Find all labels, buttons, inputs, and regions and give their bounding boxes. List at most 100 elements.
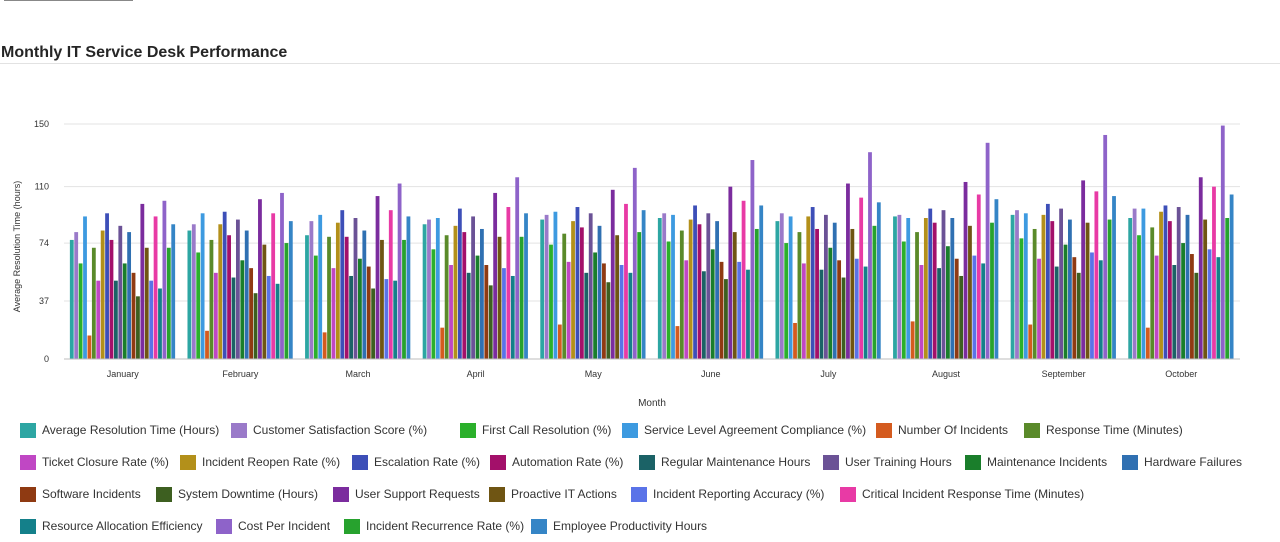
legend-label: Customer Satisfaction Score (%) <box>253 423 428 437</box>
legend-item[interactable]: Critical Incident Response Time (Minutes… <box>840 484 1084 504</box>
legend-label: Employee Productivity Hours <box>553 519 708 533</box>
bar <box>746 269 750 359</box>
bar <box>1176 207 1181 359</box>
bar <box>149 280 154 359</box>
x-tick-label: October <box>1165 369 1197 379</box>
bar <box>715 221 720 359</box>
bar <box>380 239 384 359</box>
bar <box>227 235 231 359</box>
bar <box>388 210 393 359</box>
bar <box>972 255 977 359</box>
bar <box>1037 258 1041 359</box>
legend-item[interactable]: Customer Satisfaction Score (%) <box>231 420 427 440</box>
bar <box>666 241 671 359</box>
bar <box>932 222 937 359</box>
bar <box>440 327 445 359</box>
bar <box>371 288 376 359</box>
bar <box>701 271 706 359</box>
bar <box>136 296 140 359</box>
bar <box>579 227 584 359</box>
bar <box>876 202 881 359</box>
bar <box>244 230 249 359</box>
legend-item[interactable]: Ticket Closure Rate (%) <box>20 452 169 472</box>
legend-item[interactable]: Software Incidents <box>20 484 141 504</box>
legend-item[interactable]: Incident Reporting Accuracy (%) <box>631 484 824 504</box>
legend-swatch <box>631 486 647 502</box>
bar <box>262 244 267 359</box>
bar <box>754 228 759 359</box>
legend-item[interactable]: Number Of Incidents <box>876 420 1008 440</box>
bar <box>675 326 680 359</box>
legend-label: Incident Reopen Rate (%) <box>202 455 341 469</box>
bar <box>349 275 353 359</box>
bar <box>619 265 624 359</box>
bar <box>331 268 336 359</box>
bar <box>1159 211 1163 359</box>
x-tick-label: September <box>1042 369 1086 379</box>
legend-item[interactable]: Regular Maintenance Hours <box>639 452 810 472</box>
bar <box>209 239 214 359</box>
bar <box>632 167 637 359</box>
bar <box>318 214 323 359</box>
bar <box>990 222 994 359</box>
bar <box>284 243 289 359</box>
legend-swatch <box>20 454 36 470</box>
bar <box>1059 208 1063 359</box>
bar <box>466 272 471 359</box>
legend-item[interactable]: Response Time (Minutes) <box>1024 420 1183 440</box>
legend-label: Incident Recurrence Rate (%) <box>366 519 525 533</box>
legend-swatch <box>460 422 476 438</box>
legend-item[interactable]: User Training Hours <box>823 452 952 472</box>
bar <box>897 214 902 359</box>
bar <box>171 224 176 359</box>
bar <box>200 213 205 359</box>
bar <box>235 219 240 359</box>
legend-item[interactable]: Cost Per Incident <box>216 516 330 536</box>
legend-item[interactable]: Resource Allocation Efficiency <box>20 516 203 536</box>
legend-item[interactable]: First Call Resolution (%) <box>460 420 611 440</box>
bar <box>406 216 411 359</box>
legend-item[interactable]: Escalation Rate (%) <box>352 452 480 472</box>
bar <box>906 218 911 359</box>
legend-swatch <box>352 454 368 470</box>
bar <box>384 279 389 359</box>
x-tick-label: April <box>467 369 485 379</box>
bar <box>344 236 349 359</box>
bar <box>837 260 842 359</box>
legend-item[interactable]: Incident Reopen Rate (%) <box>180 452 340 472</box>
bar <box>1185 214 1190 359</box>
bar <box>1107 219 1112 359</box>
bar <box>637 232 642 359</box>
legend-item[interactable]: Automation Rate (%) <box>490 452 623 472</box>
bar <box>779 213 784 359</box>
bar <box>976 194 981 359</box>
legend-item[interactable]: Average Resolution Time (Hours) <box>20 420 219 440</box>
legend-item[interactable]: Incident Recurrence Rate (%) <box>344 516 524 536</box>
legend-item[interactable]: Hardware Failures <box>1122 452 1242 472</box>
legend-item[interactable]: Maintenance Incidents <box>965 452 1107 472</box>
bar <box>684 260 689 359</box>
bar <box>444 235 449 359</box>
legend-item[interactable]: Service Level Agreement Compliance (%) <box>622 420 866 440</box>
bar <box>222 211 227 359</box>
bar <box>1212 186 1216 359</box>
bar <box>544 214 549 359</box>
bar <box>109 239 114 359</box>
bar <box>732 232 737 359</box>
legend-item[interactable]: Proactive IT Actions <box>489 484 617 504</box>
legend-item[interactable]: User Support Requests <box>333 484 480 504</box>
bar <box>641 210 646 359</box>
bar-chart: 0 37 74 110 150 January February March April May… <box>12 119 1240 409</box>
legend-item[interactable]: Employee Productivity Hours <box>531 516 707 536</box>
bar <box>335 222 340 359</box>
bar <box>275 283 280 359</box>
x-tick-label: January <box>107 369 140 379</box>
bar <box>375 196 380 359</box>
bar <box>271 213 276 359</box>
bar <box>78 263 83 359</box>
bar <box>679 230 684 359</box>
legend-item[interactable]: System Downtime (Hours) <box>156 484 318 504</box>
bar <box>1137 235 1141 359</box>
bar <box>697 224 702 359</box>
legend-swatch <box>876 422 892 438</box>
